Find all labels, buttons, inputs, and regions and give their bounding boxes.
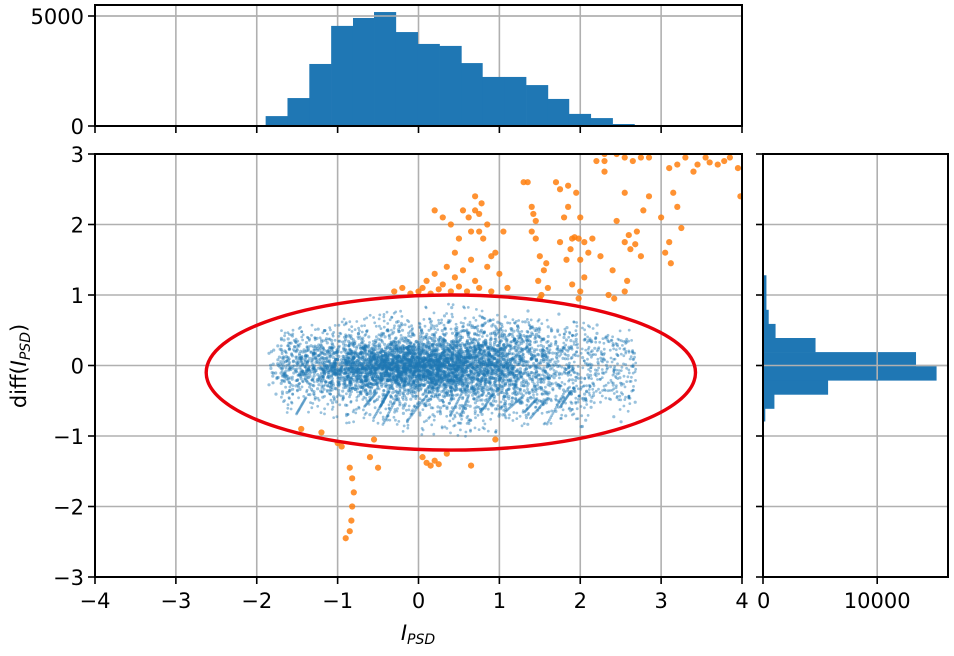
histogram-bar bbox=[504, 76, 527, 126]
histogram-bar bbox=[331, 25, 354, 126]
top-hist-y-tick-label: 5000 bbox=[31, 5, 84, 29]
histogram-bar bbox=[763, 275, 767, 311]
histogram-bar bbox=[482, 76, 505, 126]
x-tick-label: 0 bbox=[412, 589, 425, 613]
histogram-bar bbox=[526, 85, 549, 126]
x-tick-label: −4 bbox=[80, 589, 111, 613]
x-tick-label: −1 bbox=[322, 589, 353, 613]
histogram-bar bbox=[265, 116, 288, 126]
top-histogram-axes: 0 5000 bbox=[31, 4, 743, 139]
right-hist-x-tick-label: 10000 bbox=[844, 589, 911, 613]
y-tick-label: −1 bbox=[53, 425, 84, 449]
histogram-bar bbox=[763, 394, 775, 409]
outlier-boundary-ellipse bbox=[204, 293, 698, 452]
histogram-bar bbox=[417, 43, 440, 126]
histogram-bar bbox=[287, 98, 310, 126]
histogram-bar bbox=[763, 408, 766, 422]
y-tick-label: −3 bbox=[53, 566, 84, 590]
histogram-bar bbox=[352, 17, 375, 127]
histogram-bar bbox=[763, 338, 816, 353]
y-tick-label: 2 bbox=[71, 214, 84, 238]
right-hist-x-tick-label: 0 bbox=[757, 589, 770, 613]
histogram-bar bbox=[590, 118, 613, 126]
histogram-bar bbox=[395, 32, 418, 127]
y-tick-label: 1 bbox=[71, 284, 84, 308]
top-hist-y-tick-label: 0 bbox=[71, 115, 84, 139]
y-tick-label: 3 bbox=[71, 143, 84, 167]
x-tick-label: 2 bbox=[574, 589, 587, 613]
histogram-bar bbox=[439, 45, 462, 126]
right-histogram-axes: 0 10000 bbox=[756, 153, 949, 613]
x-tick-label: 3 bbox=[654, 589, 667, 613]
histogram-bar bbox=[763, 309, 769, 325]
x-tick-label: 4 bbox=[735, 589, 748, 613]
x-tick-label: −3 bbox=[160, 589, 191, 613]
histogram-bar bbox=[763, 323, 776, 339]
histogram-bar bbox=[309, 63, 332, 126]
histogram-bar bbox=[763, 366, 937, 381]
y-tick-label: 0 bbox=[71, 355, 84, 379]
x-tick-label: 1 bbox=[493, 589, 506, 613]
histogram-bar bbox=[547, 98, 570, 126]
y-axis-label: diff(IPSD) bbox=[7, 324, 34, 408]
x-tick-label: −2 bbox=[241, 589, 272, 613]
histogram-bar bbox=[461, 63, 483, 126]
y-tick-label: −2 bbox=[53, 496, 84, 520]
histogram-bar bbox=[374, 12, 397, 126]
histogram-bar bbox=[568, 113, 592, 126]
inlier-points bbox=[267, 302, 638, 438]
histogram-bar bbox=[763, 380, 829, 395]
x-axis-label: IPSD bbox=[401, 621, 436, 648]
histogram-bar bbox=[763, 352, 917, 367]
